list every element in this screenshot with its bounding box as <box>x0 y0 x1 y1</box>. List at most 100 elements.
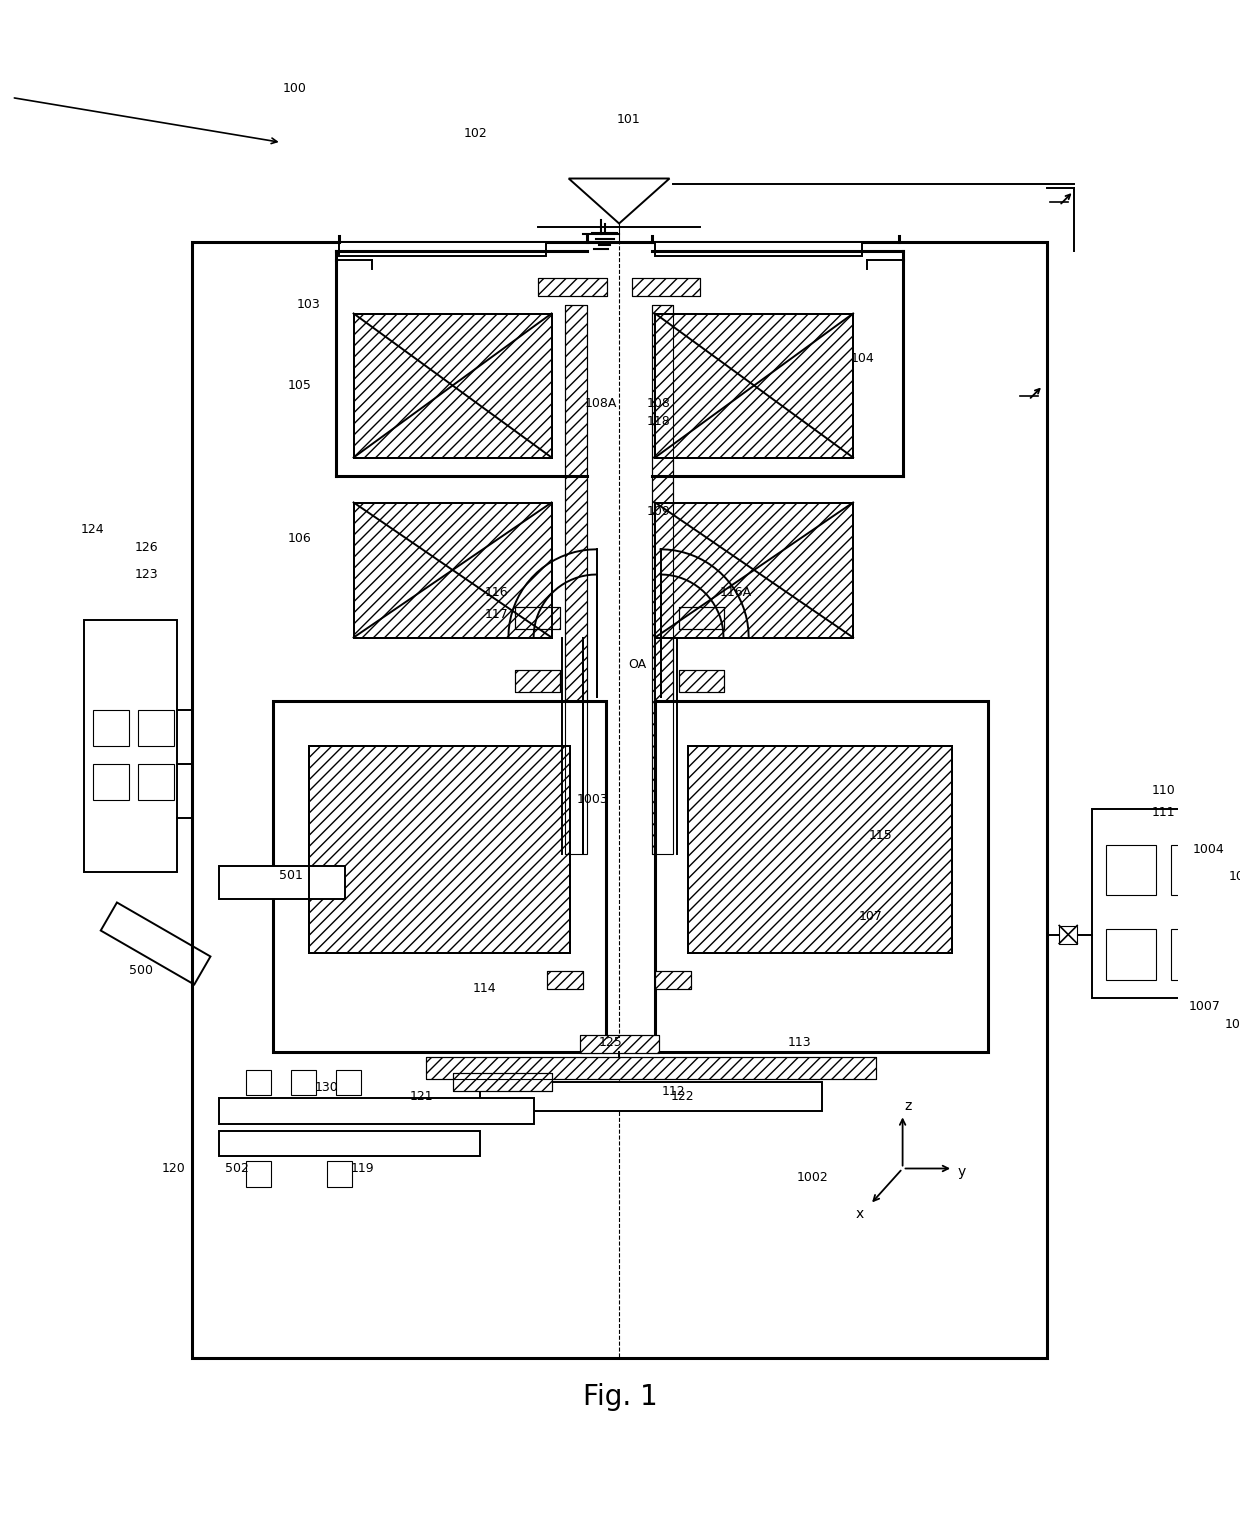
Text: 122: 122 <box>671 1090 694 1102</box>
Bar <box>515 670 559 692</box>
Text: 103: 103 <box>296 298 320 312</box>
Text: 104: 104 <box>851 353 874 365</box>
Bar <box>1106 928 1157 979</box>
Text: 113: 113 <box>787 1035 811 1049</box>
Text: 114: 114 <box>472 982 496 996</box>
Bar <box>353 313 552 458</box>
Text: 106: 106 <box>288 531 311 545</box>
Bar <box>655 502 853 637</box>
Bar <box>655 971 691 988</box>
Text: 110: 110 <box>1152 783 1176 797</box>
Bar <box>1171 928 1221 979</box>
Bar <box>1091 808 1226 997</box>
Bar <box>579 1035 658 1054</box>
Bar <box>93 710 129 745</box>
Bar <box>538 278 606 296</box>
Bar <box>93 764 129 800</box>
Text: 502: 502 <box>224 1162 248 1174</box>
Bar <box>83 620 177 872</box>
Text: 119: 119 <box>351 1162 374 1174</box>
Bar <box>290 1069 316 1095</box>
Text: 100: 100 <box>283 82 308 95</box>
Text: 117: 117 <box>485 608 508 620</box>
Text: 1002: 1002 <box>797 1171 828 1183</box>
Bar <box>453 1073 552 1092</box>
Bar <box>218 866 345 898</box>
Bar <box>565 304 587 854</box>
Bar <box>515 606 559 629</box>
Text: 501: 501 <box>279 869 303 881</box>
Bar <box>631 278 701 296</box>
Bar <box>218 1098 533 1124</box>
Text: 500: 500 <box>129 964 154 977</box>
Text: 125: 125 <box>598 1035 622 1049</box>
Text: 118: 118 <box>647 415 671 428</box>
Bar <box>425 1057 875 1078</box>
Bar <box>655 313 853 458</box>
Bar <box>515 670 559 692</box>
Text: 105: 105 <box>288 379 311 392</box>
Bar <box>192 241 1047 1358</box>
Text: 1004: 1004 <box>1193 843 1224 857</box>
Bar <box>138 764 174 800</box>
Text: 116: 116 <box>485 586 508 599</box>
Bar <box>273 701 605 1052</box>
Bar <box>1171 844 1221 895</box>
Bar <box>353 313 552 458</box>
Text: y: y <box>957 1165 966 1179</box>
Bar <box>687 745 952 953</box>
Bar <box>678 606 723 629</box>
Text: 124: 124 <box>81 524 104 536</box>
Bar <box>138 710 174 745</box>
Bar <box>218 1130 480 1156</box>
Bar <box>246 1069 270 1095</box>
Bar <box>425 1057 875 1078</box>
Text: z: z <box>904 1098 911 1113</box>
Text: 130: 130 <box>315 1081 339 1093</box>
Bar <box>353 502 552 637</box>
Text: 1007: 1007 <box>1189 1000 1221 1012</box>
Text: 112: 112 <box>661 1084 684 1098</box>
Text: 111: 111 <box>1152 806 1176 818</box>
Text: 1001: 1001 <box>1229 870 1240 884</box>
Bar <box>353 502 552 637</box>
Bar <box>631 278 701 296</box>
Bar <box>480 1083 822 1112</box>
Bar <box>655 701 988 1052</box>
Bar <box>678 670 723 692</box>
Bar <box>678 606 723 629</box>
Text: OA: OA <box>627 658 646 670</box>
Bar <box>547 971 583 988</box>
Bar <box>1106 844 1157 895</box>
Text: 121: 121 <box>409 1090 433 1102</box>
Text: 109: 109 <box>647 505 671 518</box>
Bar <box>687 745 952 953</box>
Bar <box>651 304 673 854</box>
Text: x: x <box>856 1206 863 1220</box>
Bar <box>340 241 546 257</box>
Text: 1005: 1005 <box>1225 1019 1240 1031</box>
Bar <box>565 304 587 854</box>
Bar <box>336 1069 361 1095</box>
Bar <box>538 278 606 296</box>
Bar <box>655 502 853 637</box>
Bar <box>655 313 853 458</box>
Bar <box>678 670 723 692</box>
Text: 108A: 108A <box>585 397 618 411</box>
Text: 123: 123 <box>135 568 159 580</box>
Bar <box>309 745 569 953</box>
Text: 115: 115 <box>868 829 892 841</box>
Bar <box>547 971 583 988</box>
Bar <box>326 1162 352 1186</box>
Text: 102: 102 <box>464 127 487 140</box>
Text: 107: 107 <box>859 910 883 922</box>
Text: 116A: 116A <box>720 586 753 599</box>
Bar <box>579 1035 658 1054</box>
Bar <box>655 971 691 988</box>
Text: Fig. 1: Fig. 1 <box>583 1383 657 1411</box>
Text: 108: 108 <box>647 397 671 411</box>
Text: 120: 120 <box>161 1162 186 1174</box>
Text: 101: 101 <box>616 113 640 125</box>
Bar <box>246 1162 270 1186</box>
Text: 126: 126 <box>135 541 159 554</box>
